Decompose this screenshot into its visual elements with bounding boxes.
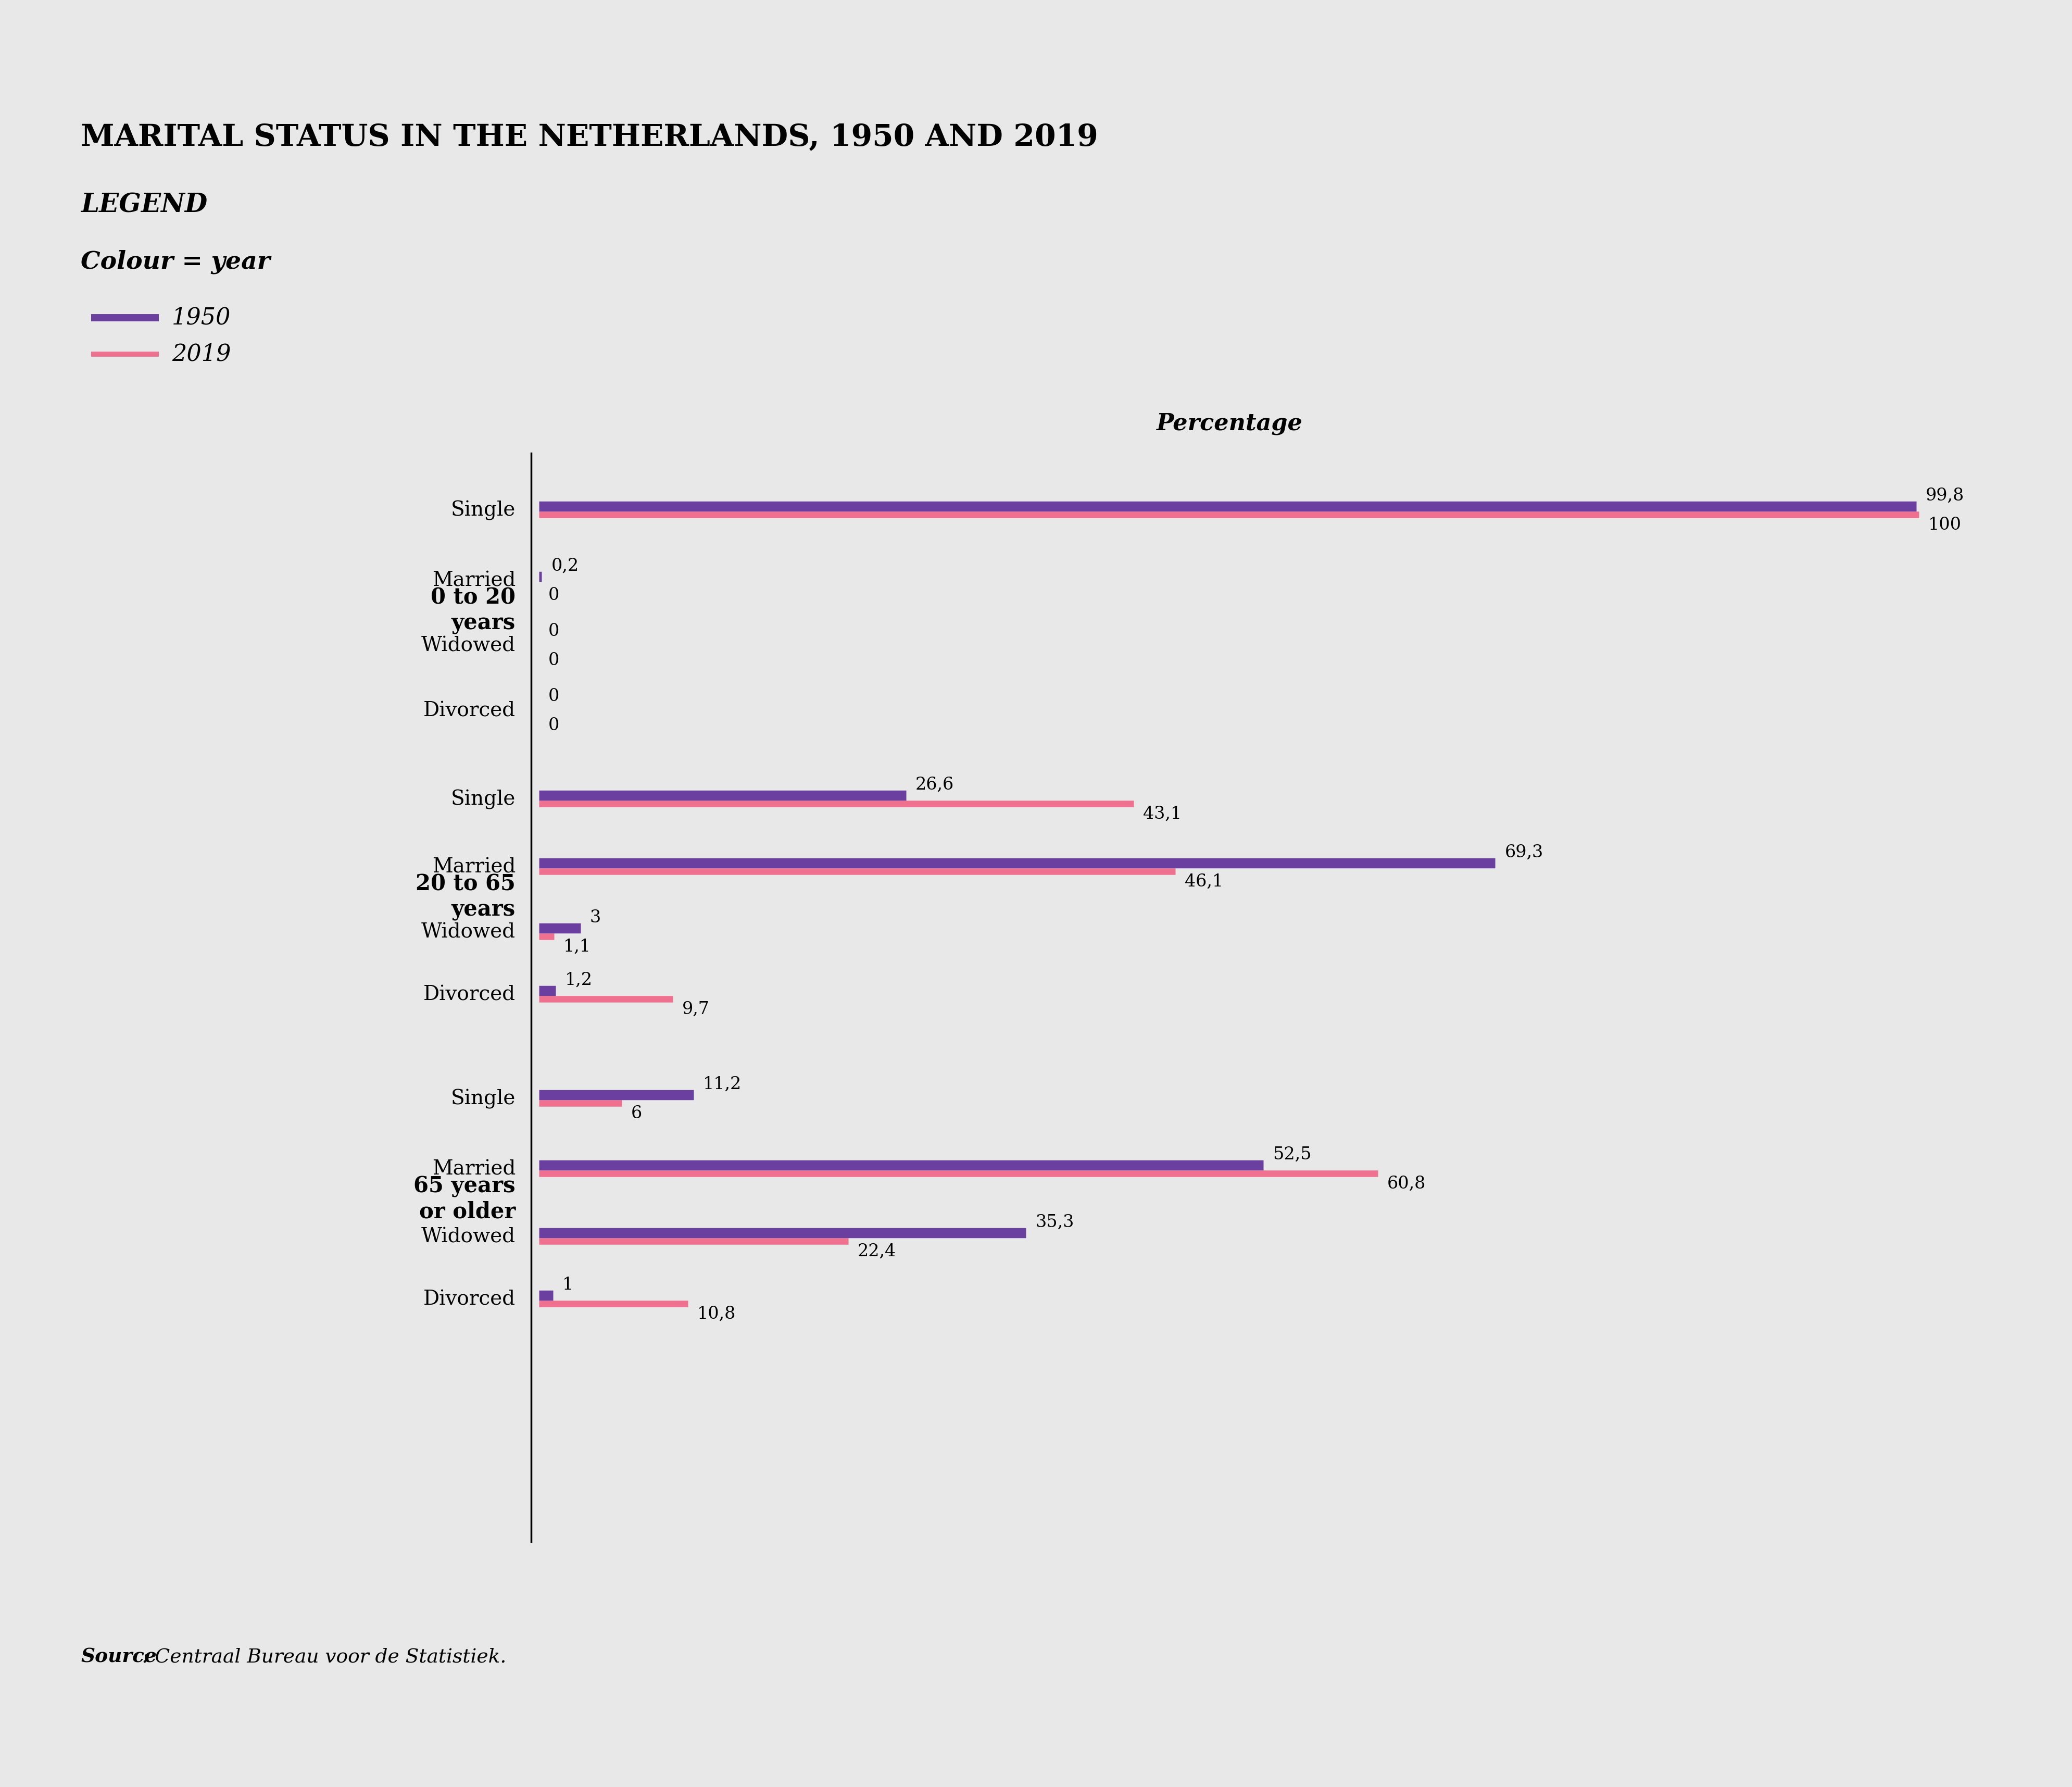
Text: 0: 0 bbox=[549, 652, 559, 668]
Text: 0,2: 0,2 bbox=[551, 558, 578, 574]
Text: 1950: 1950 bbox=[172, 306, 230, 329]
Text: 0: 0 bbox=[549, 717, 559, 734]
Text: 35,3: 35,3 bbox=[1036, 1213, 1073, 1231]
Text: 6: 6 bbox=[632, 1104, 642, 1122]
Text: Single: Single bbox=[450, 500, 516, 520]
Text: 22,4: 22,4 bbox=[858, 1244, 895, 1260]
Text: 46,1: 46,1 bbox=[1185, 874, 1222, 890]
Text: 20 to 65
years: 20 to 65 years bbox=[416, 874, 516, 920]
Text: Single: Single bbox=[450, 1088, 516, 1110]
Text: 65 years
or older: 65 years or older bbox=[414, 1176, 516, 1222]
Text: 9,7: 9,7 bbox=[682, 1001, 709, 1019]
Text: 52,5: 52,5 bbox=[1272, 1147, 1312, 1163]
Text: Widowed: Widowed bbox=[421, 1228, 516, 1247]
Text: LEGEND: LEGEND bbox=[81, 193, 207, 218]
Text: 0 to 20
years: 0 to 20 years bbox=[431, 586, 516, 634]
Text: Married: Married bbox=[431, 858, 516, 877]
Text: Married: Married bbox=[431, 572, 516, 590]
Text: Widowed: Widowed bbox=[421, 636, 516, 656]
Text: 3: 3 bbox=[591, 910, 601, 926]
Text: Divorced: Divorced bbox=[423, 985, 516, 1004]
Text: Married: Married bbox=[431, 1160, 516, 1179]
Text: Source: Source bbox=[81, 1648, 157, 1667]
Text: 2019: 2019 bbox=[172, 343, 230, 365]
Text: 1,1: 1,1 bbox=[564, 938, 591, 956]
Text: 11,2: 11,2 bbox=[702, 1076, 742, 1092]
Text: 1: 1 bbox=[562, 1276, 574, 1294]
Text: : Centraal Bureau voor de Statistiek.: : Centraal Bureau voor de Statistiek. bbox=[143, 1648, 506, 1667]
Text: Colour = year: Colour = year bbox=[81, 250, 269, 273]
Text: 100: 100 bbox=[1927, 516, 1960, 533]
Text: 26,6: 26,6 bbox=[916, 777, 953, 793]
Text: MARITAL STATUS IN THE NETHERLANDS, 1950 AND 2019: MARITAL STATUS IN THE NETHERLANDS, 1950 … bbox=[81, 122, 1098, 152]
Text: Percentage: Percentage bbox=[1156, 413, 1301, 434]
Text: 0: 0 bbox=[549, 586, 559, 604]
Text: 0: 0 bbox=[549, 688, 559, 704]
Text: Single: Single bbox=[450, 790, 516, 810]
Text: 1,2: 1,2 bbox=[566, 972, 593, 988]
Text: 0: 0 bbox=[549, 624, 559, 640]
Text: Divorced: Divorced bbox=[423, 701, 516, 720]
Text: 99,8: 99,8 bbox=[1925, 488, 1964, 504]
Text: 43,1: 43,1 bbox=[1144, 806, 1181, 822]
Text: Divorced: Divorced bbox=[423, 1290, 516, 1310]
Text: 10,8: 10,8 bbox=[696, 1306, 736, 1322]
Text: Widowed: Widowed bbox=[421, 922, 516, 942]
Text: 60,8: 60,8 bbox=[1386, 1176, 1426, 1192]
Text: 69,3: 69,3 bbox=[1504, 843, 1544, 861]
